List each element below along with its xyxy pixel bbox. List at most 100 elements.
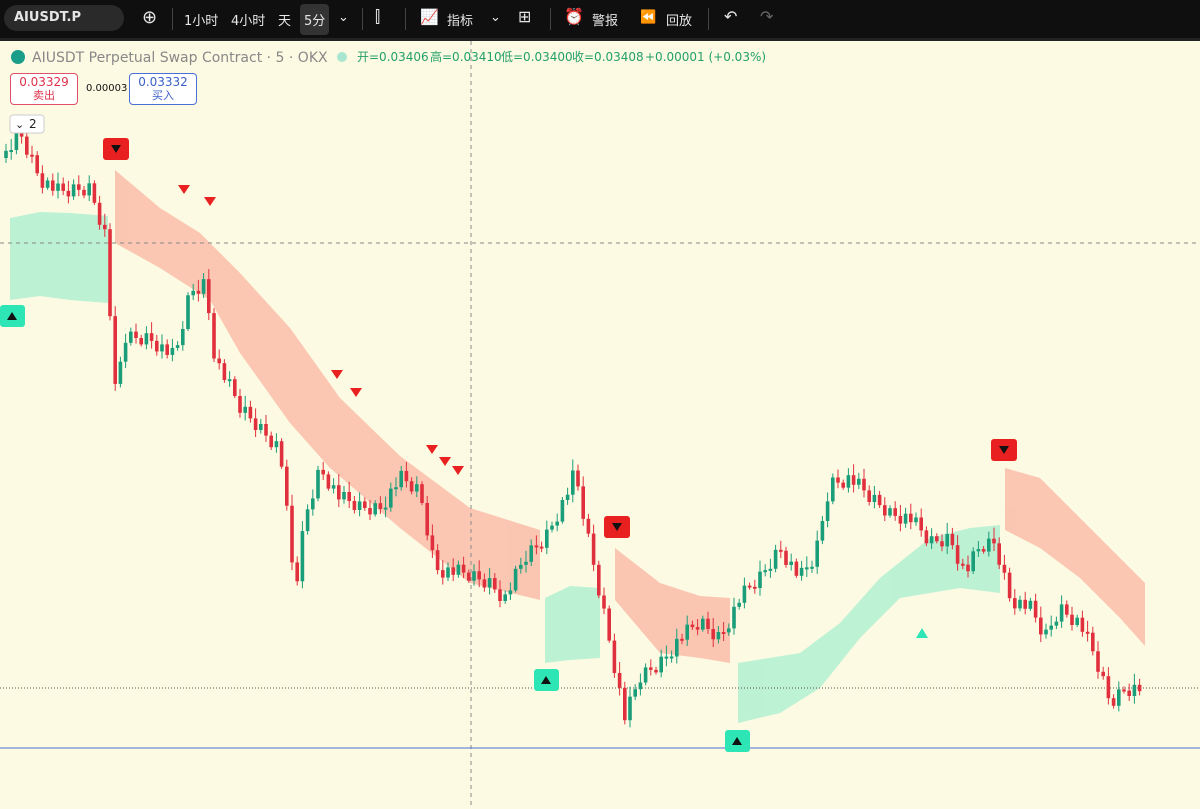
- candle-body: [539, 546, 544, 549]
- candle-body: [1002, 564, 1007, 573]
- bands: [10, 170, 1145, 723]
- candle-body: [129, 331, 133, 343]
- indicator-icon[interactable]: 📈: [420, 8, 439, 26]
- candle-body: [763, 570, 767, 573]
- candle-body: [259, 424, 263, 430]
- candle-body: [394, 487, 398, 490]
- candle-body: [597, 564, 601, 596]
- candle-body: [1028, 600, 1033, 609]
- candle-body: [1049, 625, 1053, 630]
- candle-body: [1106, 676, 1111, 699]
- interval[interactable]: 4小时: [231, 14, 266, 29]
- separator: [708, 8, 709, 30]
- add-icon[interactable]: ⊕: [142, 7, 158, 28]
- candle-body: [617, 673, 622, 688]
- indicators[interactable]: 指标: [447, 14, 474, 29]
- candle-body: [1132, 684, 1137, 696]
- interval[interactable]: 1小时: [184, 14, 219, 29]
- candle-body: [706, 618, 710, 629]
- candle-body: [675, 638, 679, 657]
- legend-open: 开=0.03406: [357, 50, 429, 64]
- candle-body: [638, 682, 643, 690]
- candle-body: [337, 485, 341, 500]
- candle-body: [1127, 690, 1131, 696]
- symbol[interactable]: AIUSDT.P: [4, 5, 124, 31]
- candle-body: [35, 155, 39, 174]
- candle-body: [118, 361, 123, 384]
- candle-body: [789, 561, 793, 565]
- replay-icon[interactable]: ⏪: [640, 10, 657, 25]
- candle-body: [680, 638, 684, 641]
- candle-body: [607, 608, 611, 641]
- candle-icon[interactable]: ⫿: [375, 7, 381, 26]
- candle-body: [773, 549, 778, 569]
- candle-body: [264, 424, 268, 436]
- candle-body: [82, 189, 86, 196]
- candle-body: [831, 477, 835, 502]
- legend-change: +0.00001 (+0.03%): [645, 50, 766, 64]
- candle-body: [1101, 671, 1105, 677]
- candle-body: [25, 136, 29, 155]
- candle-body: [1044, 629, 1048, 635]
- band-down: [615, 548, 730, 663]
- candle-body: [467, 572, 471, 581]
- candle-body: [487, 578, 492, 588]
- candle-body: [571, 470, 575, 495]
- buy-button[interactable]: 0.03332 买入: [129, 73, 197, 105]
- interval-active[interactable]: 5分: [300, 4, 330, 35]
- candle-body: [103, 224, 107, 230]
- candle-body: [144, 333, 149, 345]
- dropdown[interactable]: ⌄: [338, 10, 349, 25]
- indicator-toggle[interactable]: [9, 114, 45, 134]
- candles: [4, 121, 1142, 728]
- candle-body: [175, 345, 180, 348]
- candle-body: [149, 333, 154, 341]
- sell-button[interactable]: 0.03329 卖出: [10, 73, 78, 105]
- candle-body: [586, 518, 591, 534]
- candle-body: [602, 595, 606, 609]
- candle-body: [929, 536, 934, 544]
- chart-background: [0, 38, 1200, 809]
- candle-body: [940, 541, 944, 547]
- toolbar: AIUSDT.P ⊕ 1小时 4小时 天 5分 ⌄ ⫿ 📈 指标 ⌄ ⊞ ⏰ 警…: [0, 0, 1200, 38]
- candle-body: [903, 513, 908, 524]
- candle-body: [732, 606, 736, 629]
- replay[interactable]: 回放: [666, 14, 693, 29]
- candle-body: [846, 475, 851, 488]
- candle-body: [1075, 617, 1079, 625]
- candle-body: [545, 529, 549, 548]
- interval[interactable]: 天: [278, 14, 292, 29]
- candle-body: [77, 184, 81, 190]
- sell-signal: [604, 516, 630, 538]
- candle-body: [851, 475, 856, 485]
- candle-body: [9, 150, 13, 153]
- dropdown[interactable]: ⌄: [490, 10, 501, 25]
- band-down: [1005, 468, 1145, 646]
- candle-body: [919, 517, 923, 531]
- chart: AIUSDT Perpetual Swap Contract · 5 · OKX…: [0, 38, 1200, 809]
- candle-body: [628, 696, 632, 721]
- candle-body: [701, 618, 705, 630]
- candle-body: [550, 525, 554, 530]
- candle-body: [513, 568, 518, 591]
- layout-icon[interactable]: ⊞: [518, 7, 532, 26]
- candle-body: [955, 545, 960, 564]
- alerts[interactable]: 警报: [592, 14, 619, 29]
- candle-body: [222, 363, 227, 380]
- candle-body: [888, 508, 892, 516]
- candle-body: [810, 566, 814, 569]
- candle-body: [612, 640, 617, 673]
- undo[interactable]: ↶: [724, 7, 738, 26]
- status-dot: [337, 52, 347, 62]
- buy-signal: [534, 669, 559, 691]
- alert-icon[interactable]: ⏰: [564, 7, 584, 26]
- sell-signal: [103, 138, 129, 160]
- candle-body: [664, 656, 669, 659]
- redo[interactable]: ↷: [760, 7, 774, 26]
- candle-body: [493, 578, 497, 590]
- candle-body: [134, 331, 138, 338]
- candle-body: [201, 279, 206, 294]
- candle-body: [248, 406, 253, 419]
- candle-body: [519, 564, 523, 569]
